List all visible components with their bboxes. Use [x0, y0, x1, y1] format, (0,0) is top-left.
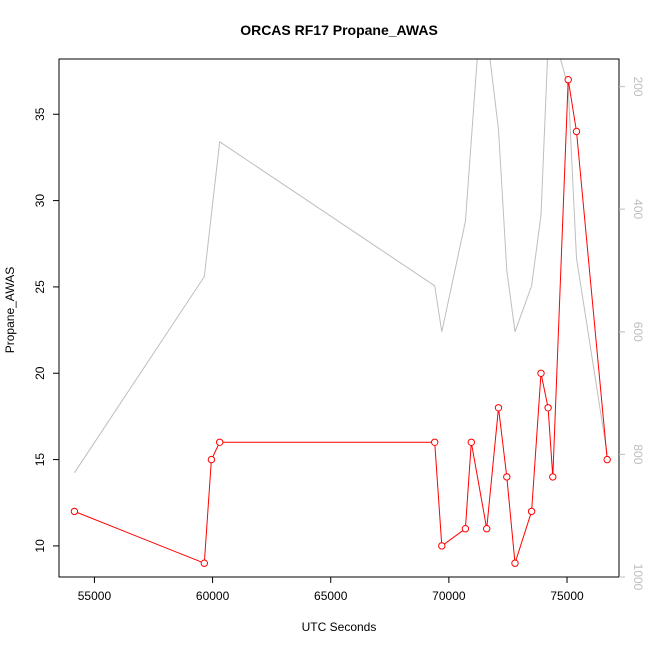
y-tick-label: 35 [33, 107, 47, 121]
data-point [603, 455, 611, 464]
data-point [494, 404, 503, 412]
y2-tick-label: 600 [631, 322, 645, 342]
chart-title: ORCAS RF17 Propane_AWAS [240, 22, 438, 38]
y-axis-label: Propane_AWAS [3, 267, 17, 354]
data-point [467, 438, 475, 446]
axes: 55000 60000 65000 70000 75000 10 15 20 25 30 35 200… [33, 58, 645, 603]
data-point [527, 507, 536, 516]
data-point [431, 438, 439, 446]
data-point [564, 76, 572, 84]
plot-frame [58, 58, 620, 578]
series-line-primary [74, 79, 608, 564]
x-tick-label: 55000 [78, 589, 112, 603]
y2-tick-label: 200 [631, 77, 645, 97]
y2-tick-label: 800 [631, 444, 645, 464]
data-point [216, 438, 224, 446]
y-tick-label: 25 [33, 280, 47, 294]
y-tick-label: 30 [33, 194, 47, 208]
plot-clip-group [70, 59, 611, 567]
data-point [200, 559, 209, 567]
y-tick-label: 20 [33, 366, 47, 380]
data-point [572, 127, 581, 136]
x-tick-label: 65000 [314, 589, 348, 603]
series-line-secondary [73, 59, 608, 474]
data-point [207, 455, 216, 464]
data-point [544, 404, 552, 412]
y-tick-label: 10 [33, 539, 47, 553]
data-point [537, 369, 545, 377]
data-point [461, 525, 470, 533]
data-point [438, 542, 446, 550]
data-point [70, 507, 79, 516]
x-tick-label: 75000 [550, 589, 584, 603]
x-tick-label: 60000 [196, 589, 230, 603]
data-point [549, 473, 557, 481]
data-point [503, 473, 511, 481]
data-point [511, 559, 519, 567]
y-tick-label: 15 [33, 453, 47, 467]
data-point [483, 525, 491, 533]
x-axis-label: UTC Seconds [302, 620, 377, 634]
y2-tick-label: 400 [631, 199, 645, 219]
y2-tick-label: 1000 [631, 564, 645, 591]
x-tick-label: 70000 [432, 589, 466, 603]
plot-area [70, 59, 611, 567]
